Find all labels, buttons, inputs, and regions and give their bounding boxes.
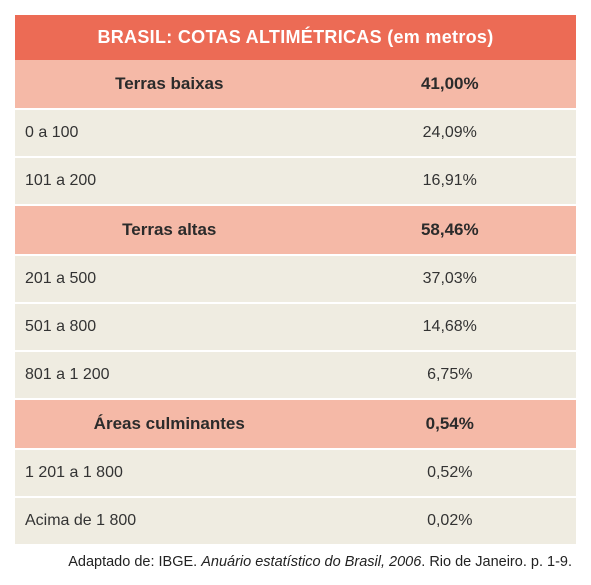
table-body: Terras baixas 41,00% 0 a 100 24,09% 101 …: [15, 60, 576, 545]
source-italic: Anuário estatístico do Brasil, 2006: [201, 554, 421, 570]
section-value: 0,54%: [324, 399, 576, 449]
section-row: Terras baixas 41,00%: [15, 60, 576, 109]
table-row: 201 a 500 37,03%: [15, 255, 576, 303]
section-label: Terras baixas: [15, 60, 324, 109]
section-value: 41,00%: [324, 60, 576, 109]
row-value: 6,75%: [324, 351, 576, 399]
table-title: BRASIL: COTAS ALTIMÉTRICAS (em metros): [15, 15, 576, 60]
table-row: 501 a 800 14,68%: [15, 303, 576, 351]
row-label: 101 a 200: [15, 157, 324, 205]
section-row: Terras altas 58,46%: [15, 205, 576, 255]
table-row: Acima de 1 800 0,02%: [15, 497, 576, 545]
row-value: 14,68%: [324, 303, 576, 351]
table-row: 0 a 100 24,09%: [15, 109, 576, 157]
table-row: 1 201 a 1 800 0,52%: [15, 449, 576, 497]
row-value: 24,09%: [324, 109, 576, 157]
row-label: 201 a 500: [15, 255, 324, 303]
section-row: Áreas culminantes 0,54%: [15, 399, 576, 449]
row-value: 16,91%: [324, 157, 576, 205]
source-prefix: Adaptado de: IBGE.: [68, 554, 201, 570]
section-value: 58,46%: [324, 205, 576, 255]
row-label: Acima de 1 800: [15, 497, 324, 545]
source-suffix: . Rio de Janeiro. p. 1-9.: [421, 554, 572, 570]
source-citation: Adaptado de: IBGE. Anuário estatístico d…: [15, 554, 576, 570]
row-label: 1 201 a 1 800: [15, 449, 324, 497]
row-value: 0,52%: [324, 449, 576, 497]
row-label: 0 a 100: [15, 109, 324, 157]
section-label: Áreas culminantes: [15, 399, 324, 449]
row-label: 801 a 1 200: [15, 351, 324, 399]
row-value: 0,02%: [324, 497, 576, 545]
table-row: 801 a 1 200 6,75%: [15, 351, 576, 399]
altimetric-table-container: BRASIL: COTAS ALTIMÉTRICAS (em metros) T…: [15, 15, 576, 570]
section-label: Terras altas: [15, 205, 324, 255]
row-label: 501 a 800: [15, 303, 324, 351]
table-row: 101 a 200 16,91%: [15, 157, 576, 205]
row-value: 37,03%: [324, 255, 576, 303]
altimetric-table: BRASIL: COTAS ALTIMÉTRICAS (em metros) T…: [15, 15, 576, 546]
